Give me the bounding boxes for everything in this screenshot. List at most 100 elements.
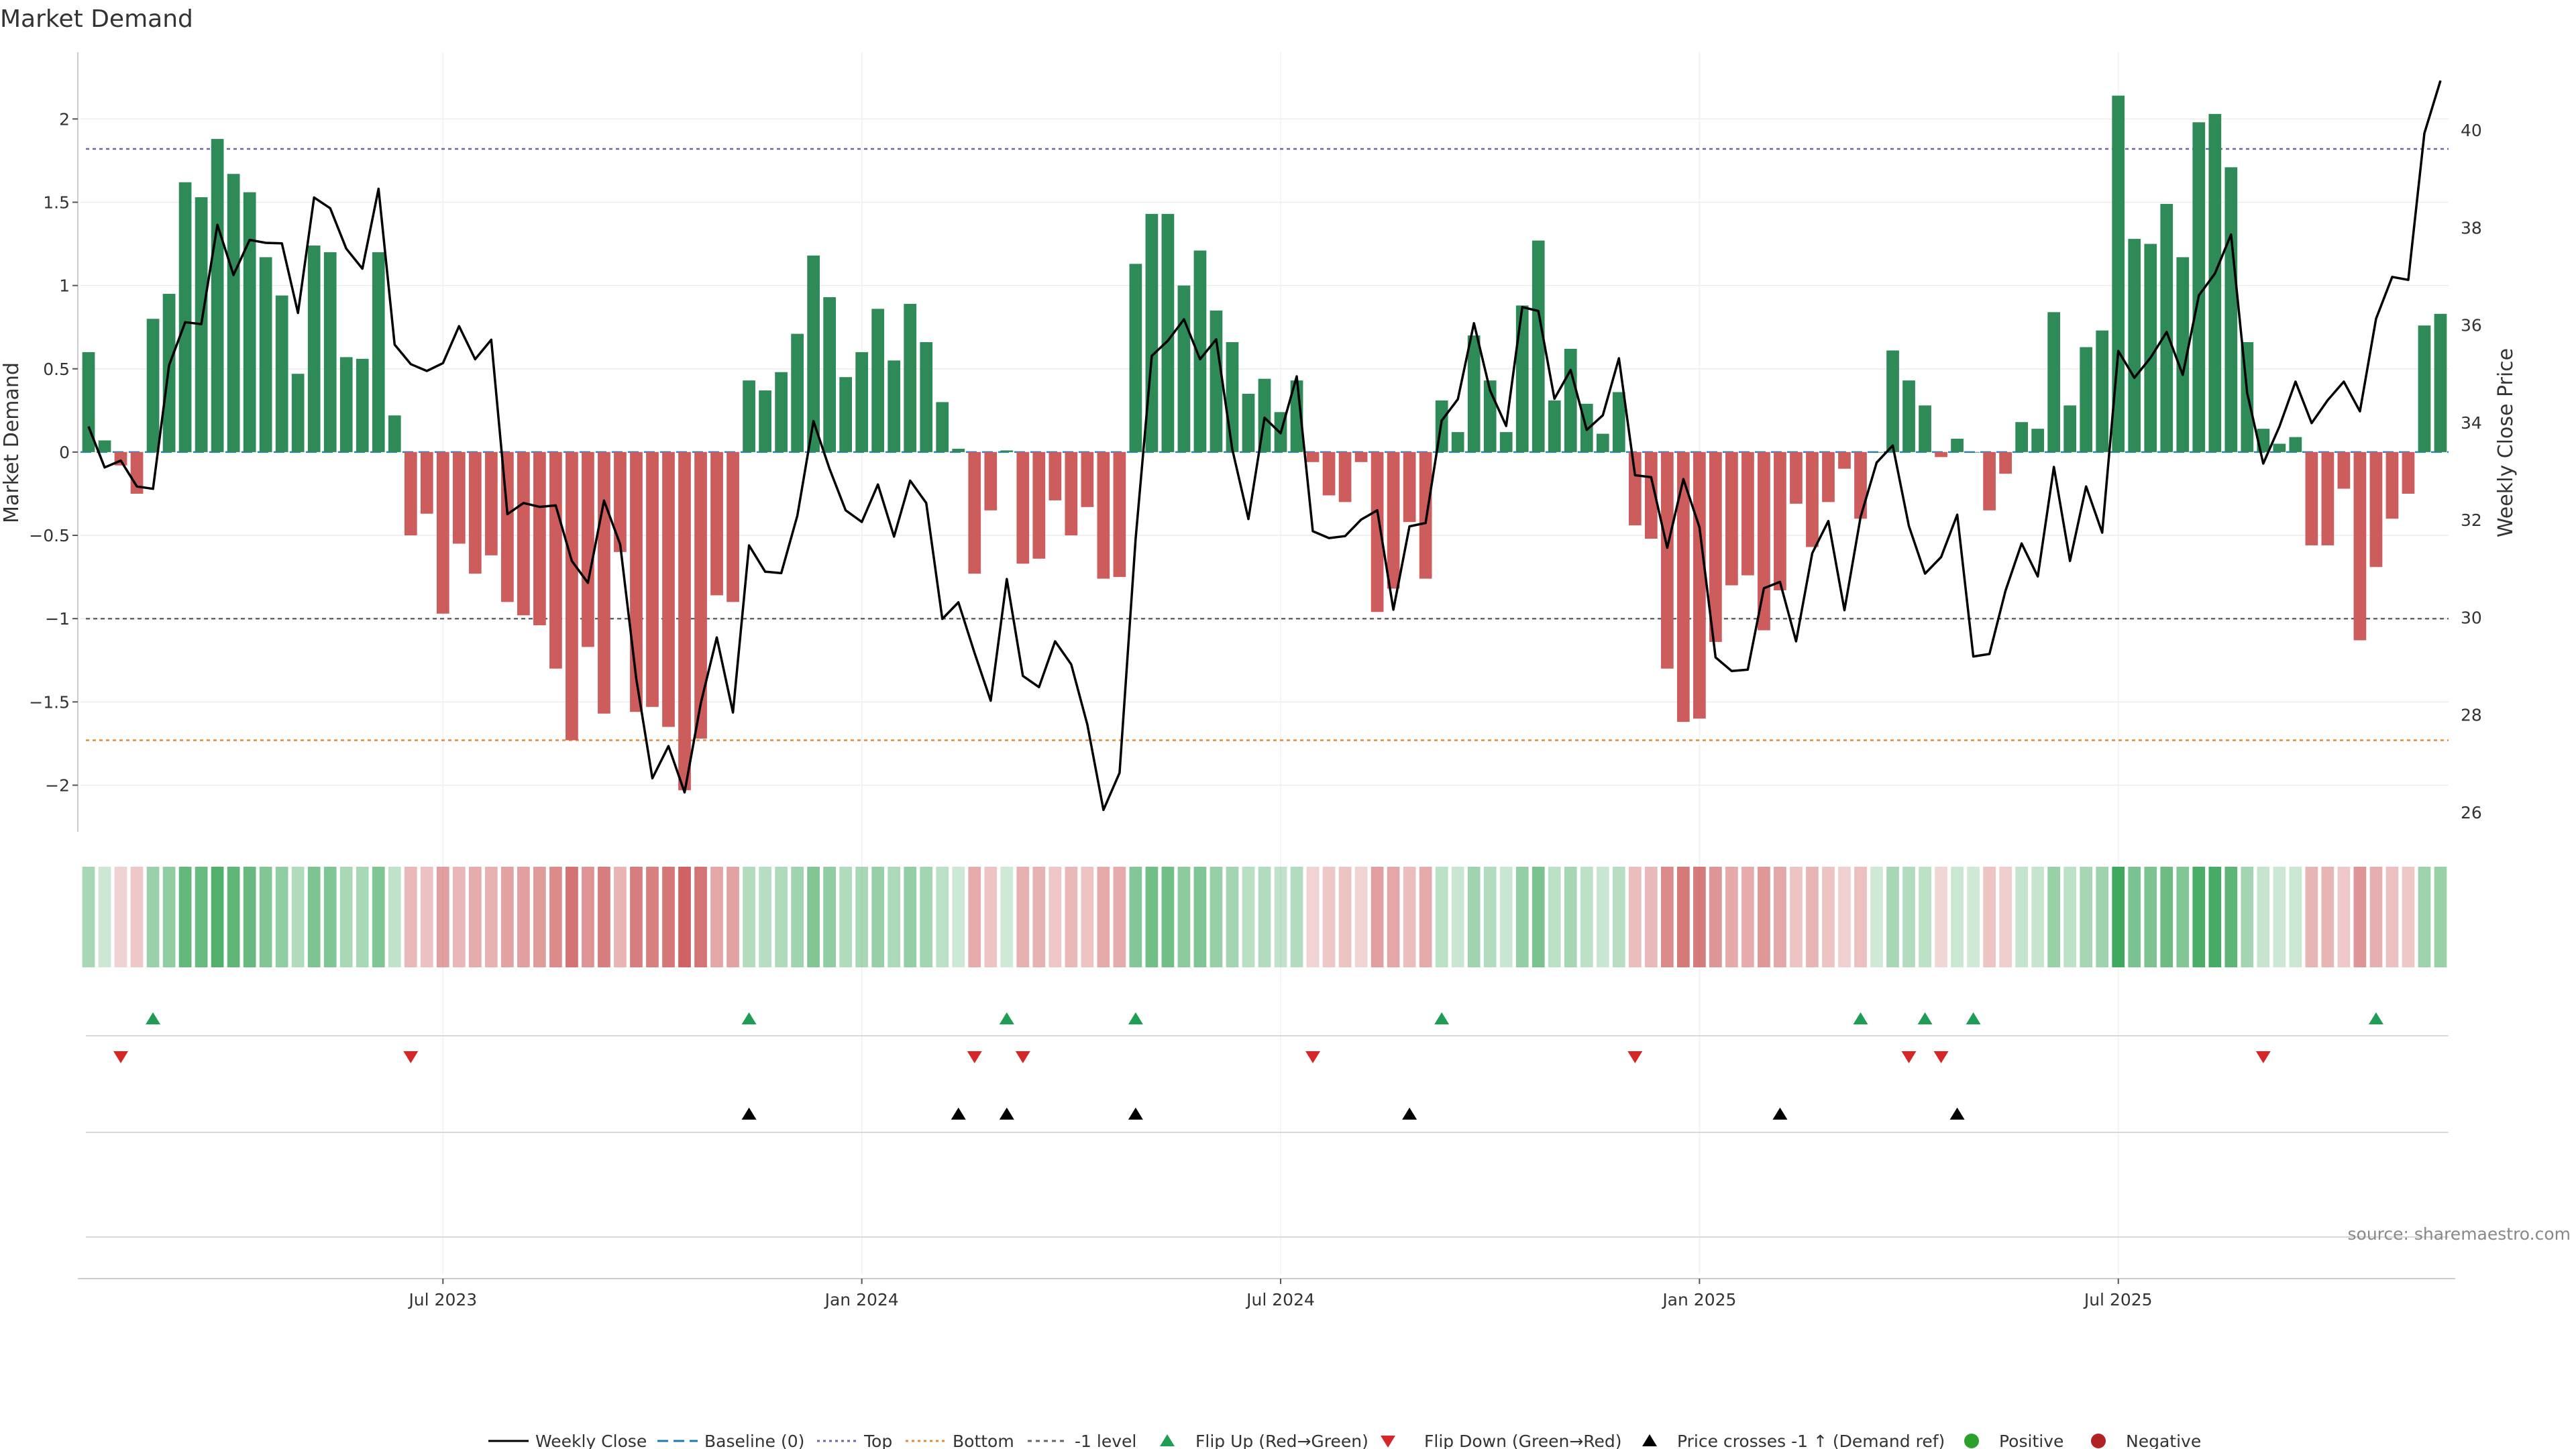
demand-bar bbox=[243, 192, 256, 452]
x-tick-label: Jan 2025 bbox=[1661, 1290, 1736, 1309]
price-cross-marker bbox=[1772, 1108, 1788, 1120]
heatmap-cell bbox=[82, 867, 95, 967]
legend-flip-down-icon bbox=[1381, 1436, 1395, 1448]
right-axis-label: Weekly Close Price bbox=[2494, 348, 2518, 537]
demand-bar bbox=[1354, 451, 1368, 462]
heatmap-cell bbox=[1242, 867, 1255, 967]
flip-down-marker bbox=[2255, 1051, 2271, 1063]
demand-bar bbox=[968, 451, 981, 574]
heatmap-cell bbox=[1419, 867, 1432, 967]
demand-bar bbox=[2176, 257, 2190, 452]
demand-bar bbox=[2144, 244, 2157, 452]
demand-bar bbox=[1532, 240, 1545, 452]
heatmap-cell bbox=[1693, 867, 1706, 967]
right-tick-label: 32 bbox=[2461, 511, 2482, 530]
demand-bar bbox=[1838, 451, 1851, 469]
heatmap-cell bbox=[195, 867, 208, 967]
heatmap-cell bbox=[1806, 867, 1819, 967]
demand-bar bbox=[468, 451, 482, 574]
heatmap-cell bbox=[1532, 867, 1545, 967]
demand-bar bbox=[1983, 451, 1996, 511]
heatmap-cell bbox=[2080, 867, 2093, 967]
heatmap-cell bbox=[1709, 867, 1722, 967]
heatmap-cell bbox=[484, 867, 498, 967]
heatmap-cell bbox=[871, 867, 885, 967]
demand-heatmap-strip bbox=[82, 867, 2447, 967]
heatmap-cell bbox=[1499, 867, 1513, 967]
demand-bar bbox=[1967, 451, 1980, 453]
heatmap-cell bbox=[614, 867, 627, 967]
legend-positive-dot-icon bbox=[1964, 1434, 1979, 1448]
heatmap-cell bbox=[2047, 867, 2061, 967]
demand-bar bbox=[1515, 305, 1529, 452]
price-cross-marker bbox=[951, 1108, 966, 1120]
demand-bar bbox=[1806, 451, 1819, 547]
demand-bar bbox=[920, 342, 933, 452]
heatmap-cell bbox=[582, 867, 594, 967]
legend-bottom: Bottom bbox=[906, 1432, 1014, 1449]
heatmap-cell bbox=[2337, 867, 2351, 967]
heatmap-cell bbox=[436, 867, 449, 967]
weekly-close-line bbox=[87, 80, 2442, 812]
demand-bar bbox=[1177, 285, 1191, 452]
heatmap-cell bbox=[1548, 867, 1561, 967]
demand-bar bbox=[227, 174, 240, 452]
heatmap-cell bbox=[291, 867, 305, 967]
demand-bar bbox=[2337, 451, 2351, 489]
heatmap-cell bbox=[1032, 867, 1046, 967]
heatmap-cell bbox=[2192, 867, 2206, 967]
left-tick-label: 0.5 bbox=[43, 360, 70, 379]
heatmap-cell bbox=[275, 867, 288, 967]
demand-bar bbox=[598, 451, 610, 714]
x-tick-label: Jan 2024 bbox=[824, 1290, 899, 1309]
legend-positive-label: Positive bbox=[1999, 1432, 2063, 1449]
heatmap-cell bbox=[500, 867, 514, 967]
marker-lanes bbox=[78, 1035, 2455, 1279]
demand-bar bbox=[727, 451, 739, 602]
demand-bar bbox=[178, 182, 192, 452]
heatmap-cell bbox=[420, 867, 433, 967]
demand-bar bbox=[2031, 429, 2045, 452]
heatmap-cell bbox=[2015, 867, 2029, 967]
demand-bar bbox=[484, 451, 498, 555]
demand-bar bbox=[2434, 313, 2447, 452]
demand-bar bbox=[1886, 350, 1899, 452]
demand-bar bbox=[1951, 439, 1964, 452]
left-tick-label: 0 bbox=[59, 443, 70, 462]
demand-bar bbox=[1902, 380, 1915, 452]
heatmap-cell bbox=[2402, 867, 2415, 967]
heatmap-cell bbox=[1258, 867, 1271, 967]
weekly-close-line-group bbox=[87, 80, 2442, 812]
heatmap-cell bbox=[307, 867, 321, 967]
heatmap-cell bbox=[130, 867, 144, 967]
heatmap-cell bbox=[98, 867, 111, 967]
heatmap-cell bbox=[2063, 867, 2077, 967]
flip-down-marker bbox=[967, 1051, 982, 1063]
heatmap-cell bbox=[1612, 867, 1625, 967]
heatmap-cell bbox=[2305, 867, 2318, 967]
heatmap-cell bbox=[646, 867, 659, 967]
heatmap-cell bbox=[372, 867, 385, 967]
heatmap-cell bbox=[1354, 867, 1368, 967]
heatmap-cell bbox=[1951, 867, 1964, 967]
legend-flip-up-label: Flip Up (Red→Green) bbox=[1195, 1432, 1368, 1449]
demand-bar bbox=[1306, 451, 1320, 462]
heatmap-cell bbox=[1483, 867, 1497, 967]
heatmap-cell bbox=[888, 867, 901, 967]
heatmap-cell bbox=[1129, 867, 1142, 967]
heatmap-cell bbox=[2096, 867, 2109, 967]
demand-bar bbox=[904, 303, 917, 452]
legend-baseline: Baseline (0) bbox=[657, 1432, 804, 1449]
heatmap-cell bbox=[1725, 867, 1738, 967]
demand-bar bbox=[2385, 451, 2399, 519]
x-axis: Jul 2023 Jan 2024 Jul 2024 Jan 2025 Jul 2025 bbox=[407, 1279, 2153, 1309]
demand-bar bbox=[839, 377, 853, 452]
heatmap-cell bbox=[1338, 867, 1352, 967]
heatmap-cell bbox=[743, 867, 755, 967]
heatmap-cell bbox=[1741, 867, 1754, 967]
demand-bar bbox=[1210, 310, 1223, 452]
legend-flip-down-label: Flip Down (Green→Red) bbox=[1424, 1432, 1622, 1449]
heatmap-cell bbox=[678, 867, 691, 967]
heatmap-cell bbox=[162, 867, 176, 967]
heatmap-cell bbox=[662, 867, 675, 967]
